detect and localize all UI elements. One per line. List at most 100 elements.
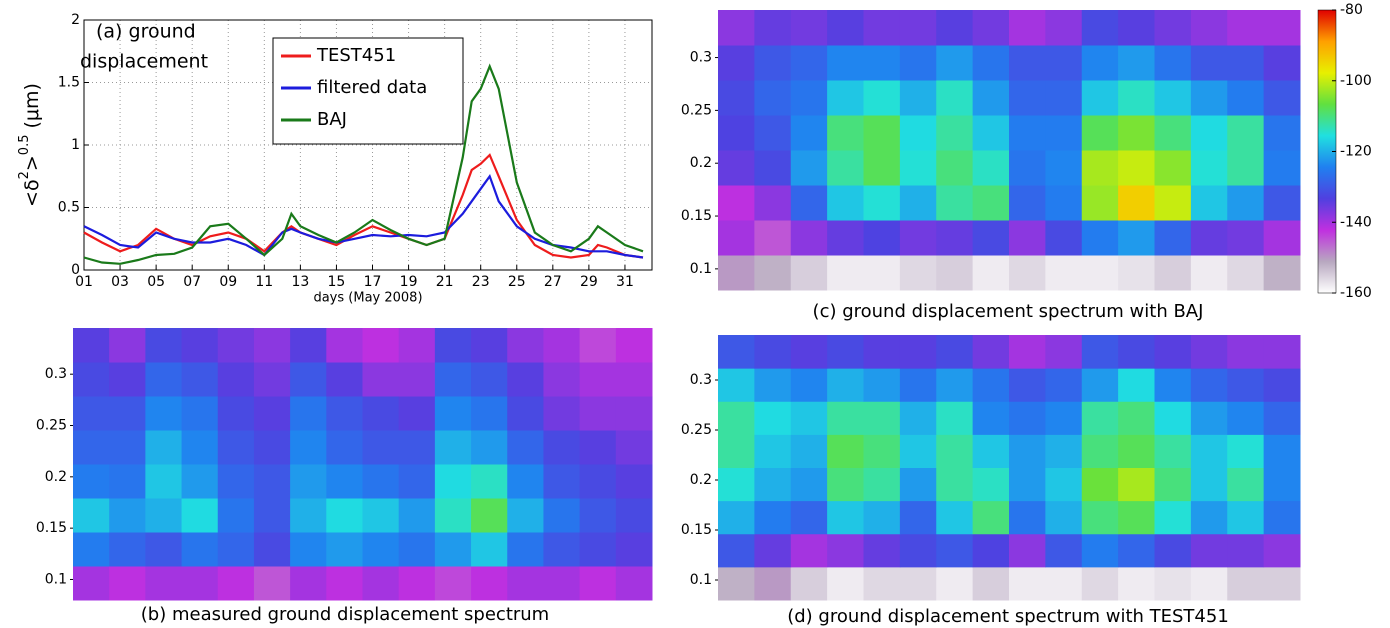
heatmap-cell	[972, 401, 1010, 435]
heatmap-cell	[615, 396, 653, 431]
heatmap-cell	[863, 401, 901, 435]
heatmap-cell	[827, 401, 864, 435]
heatmap-cell	[471, 566, 508, 601]
heatmap-cell	[1045, 533, 1083, 568]
heatmap-cell	[1190, 467, 1228, 502]
heatmap-cell	[1227, 45, 1265, 81]
y-tick-label: 0.25	[36, 418, 67, 434]
heatmap-cell	[863, 533, 901, 568]
heatmap-cell	[1118, 467, 1155, 502]
colorbar-tick-label: -100	[1340, 73, 1372, 89]
heatmap-cell	[899, 45, 937, 81]
heatmap-cell	[1081, 500, 1119, 535]
x-tick-label: 25	[508, 274, 526, 290]
heatmap-cell	[109, 532, 146, 567]
heatmap-cell	[754, 500, 792, 535]
heatmap-cell	[1263, 220, 1301, 256]
heatmap-cell	[972, 150, 1010, 186]
heatmap-cell	[718, 115, 755, 151]
heatmap-cell	[718, 335, 755, 369]
heatmap-cell	[181, 566, 219, 601]
y-tick-label: 0.2	[690, 155, 712, 171]
heatmap-cell	[790, 401, 828, 435]
heatmap-cell	[1190, 255, 1228, 291]
heatmap-cell	[217, 498, 255, 533]
heatmap-cell	[972, 255, 1010, 291]
heatmap-cell	[1190, 533, 1228, 568]
heatmap-cell	[1009, 115, 1046, 151]
heatmap-cell	[181, 532, 219, 567]
heatmap-cell	[1009, 10, 1046, 46]
heatmap-cell	[827, 335, 864, 369]
heatmap-cell	[1009, 220, 1046, 256]
heatmap-cell	[1154, 368, 1192, 402]
heatmap-cell	[827, 500, 864, 535]
heatmap-cell	[398, 532, 436, 567]
heatmap-cell	[1118, 80, 1155, 116]
heatmap-cell	[1118, 401, 1155, 435]
heatmap-cell	[718, 255, 755, 291]
heatmap-cell	[1263, 467, 1301, 502]
heatmap-cell	[1263, 80, 1301, 116]
heatmap-cell	[1009, 335, 1046, 369]
heatmap-cell	[1045, 220, 1083, 256]
heatmap-cell	[1118, 150, 1155, 186]
heatmap-cell	[1190, 401, 1228, 435]
heatmap-cell	[718, 150, 755, 186]
colorbar-tick-label: -160	[1340, 285, 1372, 301]
heatmap-cell	[790, 10, 828, 46]
heatmap-cell	[790, 220, 828, 256]
heatmap-cell	[1154, 80, 1192, 116]
heatmap-cell	[1045, 401, 1083, 435]
y-tick-label: 0.2	[45, 469, 67, 485]
heatmap-cell	[434, 464, 472, 499]
heatmap-cell	[398, 362, 436, 397]
heatmap-cell	[109, 362, 146, 397]
heatmap-cell	[1118, 368, 1155, 402]
heatmap-cell	[899, 255, 937, 291]
heatmap-cell	[1263, 368, 1301, 402]
heatmap-cell	[507, 328, 544, 363]
heatmap-cell	[326, 328, 363, 363]
heatmap-cell	[790, 434, 828, 468]
heatmap-cell	[434, 532, 472, 567]
heatmap-cell	[790, 368, 828, 402]
heatmap-cell	[471, 464, 508, 499]
heatmap-cell	[217, 396, 255, 431]
heatmap-cell	[754, 566, 792, 601]
series-line	[83, 153, 644, 259]
heatmap-cell	[362, 566, 400, 601]
heatmap-cell	[1081, 185, 1119, 221]
heatmap-cell	[863, 220, 901, 256]
x-tick-label: 21	[436, 274, 454, 290]
heatmap-cell	[754, 220, 792, 256]
heatmap-cell	[1081, 10, 1119, 46]
heatmap-cell	[863, 255, 901, 291]
heatmap-cell	[398, 396, 436, 431]
heatmap-cell	[1081, 255, 1119, 291]
heatmap-cell	[290, 396, 327, 431]
heatmap-cell	[1263, 500, 1301, 535]
heatmap-cell	[615, 532, 653, 567]
heatmap-cell	[754, 150, 792, 186]
legend-label: BAJ	[317, 109, 347, 130]
heatmap-cell	[1227, 566, 1265, 601]
y-tick-label: 0.1	[690, 261, 712, 277]
heatmap-cell	[1227, 80, 1265, 116]
heatmap-cell	[1045, 255, 1083, 291]
x-tick-label: 09	[219, 274, 237, 290]
heatmap-cell	[1009, 368, 1046, 402]
heatmap-cell	[899, 467, 937, 502]
heatmap-cell	[1009, 185, 1046, 221]
y-tick-label: 0.5	[58, 200, 80, 216]
heatmap-cell	[754, 335, 792, 369]
heatmap-cell	[899, 434, 937, 468]
y-tick-label: 0.1	[690, 572, 712, 588]
heatmap-cell	[827, 220, 864, 256]
heatmap-cell	[326, 566, 363, 601]
heatmap-cell	[1263, 401, 1301, 435]
heatmap-cell	[615, 430, 653, 465]
heatmap-cell	[1227, 500, 1265, 535]
heatmap-cell	[507, 532, 544, 567]
heatmap-cell	[754, 10, 792, 46]
